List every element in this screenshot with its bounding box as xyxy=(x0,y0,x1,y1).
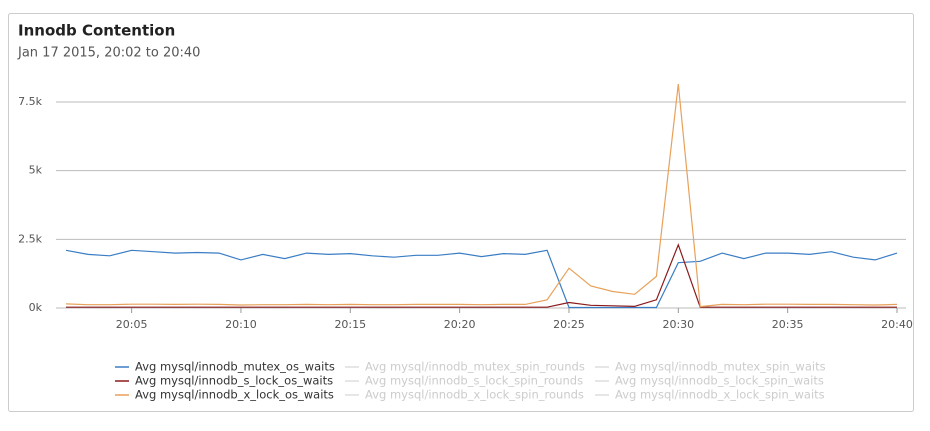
series-line xyxy=(65,84,898,308)
legend-label[interactable]: Avg mysql/innodb_mutex_spin_rounds xyxy=(365,360,585,374)
legend-label[interactable]: Avg mysql/innodb_x_lock_spin_waits xyxy=(615,388,825,402)
legend-label[interactable]: Avg mysql/innodb_x_lock_os_waits xyxy=(135,388,334,402)
x-tick-label: 20:40 xyxy=(881,318,913,331)
legend-label[interactable]: Avg mysql/innodb_s_lock_os_waits xyxy=(135,374,333,388)
x-tick-label: 20:15 xyxy=(334,318,366,331)
chart-subtitle: Jan 17 2015, 20:02 to 20:40 xyxy=(17,46,200,61)
series-line xyxy=(66,243,897,308)
x-tick-label: 20:05 xyxy=(116,318,148,331)
legend-label[interactable]: Avg mysql/innodb_mutex_os_waits xyxy=(135,360,335,374)
legend-label[interactable]: Avg mysql/innodb_s_lock_spin_waits xyxy=(615,374,824,388)
legend-label[interactable]: Avg mysql/innodb_s_lock_spin_rounds xyxy=(365,374,583,388)
y-tick-label: 7.5k xyxy=(18,95,42,108)
series-line xyxy=(65,249,898,309)
chart-title: Innodb Contention xyxy=(18,22,175,40)
panel xyxy=(8,13,914,412)
x-tick-label: 20:20 xyxy=(444,318,476,331)
legend-label[interactable]: Avg mysql/innodb_mutex_spin_waits xyxy=(615,360,826,374)
y-tick-label: 5k xyxy=(29,164,43,177)
x-tick-label: 20:10 xyxy=(225,318,257,331)
legend-label[interactable]: Avg mysql/innodb_x_lock_spin_rounds xyxy=(365,388,584,402)
x-tick-label: 20:25 xyxy=(553,318,585,331)
x-tick-label: 20:35 xyxy=(772,318,804,331)
x-tick-label: 20:30 xyxy=(662,318,694,331)
y-tick-label: 0k xyxy=(29,301,43,314)
y-tick-label: 2.5k xyxy=(18,232,42,245)
